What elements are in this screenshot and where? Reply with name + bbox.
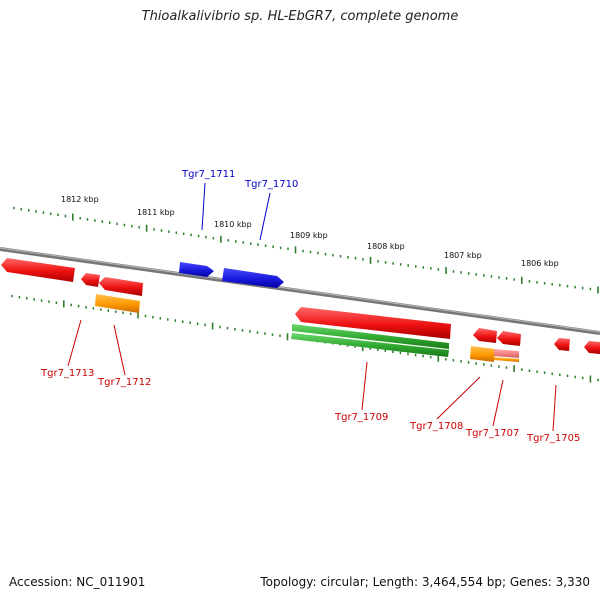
gene-arrow-red-long[interactable]: [295, 307, 451, 339]
leader-tgr7-1710: [259, 192, 271, 241]
forward-strand-genes: [179, 262, 284, 288]
map-title: Thioalkalivibrio sp. HL-EbGR7, complete …: [141, 9, 459, 24]
gene-arrow-tgr7-1712[interactable]: [95, 294, 140, 313]
scale-ticks-upper: [13, 206, 599, 294]
gene-label-tgr7-1709[interactable]: Tgr7_1709: [334, 412, 388, 423]
leader-tgr7-1705: [552, 384, 557, 432]
leader-tgr7-1708: [436, 376, 481, 420]
gene-label-tgr7-1710[interactable]: Tgr7_1710: [244, 179, 298, 190]
topology-text: Topology: circular; Length: 3,464,554 bp…: [260, 575, 590, 589]
gene-arrow-red[interactable]: [584, 341, 600, 354]
gene-label-tgr7-1707[interactable]: Tgr7_1707: [465, 428, 519, 439]
gene-label-tgr7-1711[interactable]: Tgr7_1711: [181, 169, 235, 180]
gene-label-tgr7-1713[interactable]: Tgr7_1713: [40, 368, 94, 379]
scale-label: 1807 kbp: [444, 251, 482, 260]
scale-label: 1810 kbp: [214, 220, 252, 229]
gene-arrow-tgr7-1711[interactable]: [179, 262, 214, 277]
gene-arrow-small[interactable]: [81, 273, 100, 287]
scale-label: 1806 kbp: [521, 259, 559, 268]
gene-label-tgr7-1708[interactable]: Tgr7_1708: [409, 421, 463, 432]
reverse-strand-genes: [1, 258, 600, 362]
leader-tgr7-1712: [113, 324, 126, 376]
gene-label-tgr7-1712[interactable]: Tgr7_1712: [97, 377, 151, 388]
scale-label: 1808 kbp: [367, 242, 405, 251]
leader-tgr7-1707: [492, 379, 504, 427]
leader-tgr7-1711: [201, 182, 206, 231]
scale-label: 1812 kbp: [61, 195, 99, 204]
gene-arrow-tgr7-1713[interactable]: [1, 258, 75, 282]
accession-text: Accession: NC_011901: [9, 575, 146, 589]
gene-arrow-red[interactable]: [473, 328, 497, 343]
gene-arrow-green[interactable]: [291, 333, 449, 357]
leader-tgr7-1713: [67, 319, 82, 367]
label-leaders: [67, 182, 557, 432]
gene-arrow-tgr7-1708[interactable]: [470, 346, 495, 362]
gene-arrow-tgr7-1705[interactable]: [554, 338, 570, 351]
genome-backbone: [0, 247, 600, 335]
gene-arrow-tgr7-1710[interactable]: [222, 268, 284, 288]
gene-label-tgr7-1705[interactable]: Tgr7_1705: [526, 433, 580, 444]
gene-arrow-orange[interactable]: [494, 357, 519, 362]
scale-labels: 1812 kbp 1811 kbp 1810 kbp 1809 kbp 1808…: [61, 195, 559, 268]
gene-arrow-red[interactable]: [497, 331, 521, 346]
leader-tgr7-1709: [361, 361, 368, 411]
scale-label: 1809 kbp: [290, 231, 328, 240]
gene-arrow-tgr7-1707[interactable]: [494, 349, 519, 358]
gene-arrow-tgr7-1709[interactable]: [292, 324, 449, 349]
scale-label: 1811 kbp: [137, 208, 175, 217]
gene-labels: Tgr7_1711 Tgr7_1710 Tgr7_1713 Tgr7_1712 …: [40, 169, 580, 444]
gene-arrow-red[interactable]: [99, 277, 143, 296]
